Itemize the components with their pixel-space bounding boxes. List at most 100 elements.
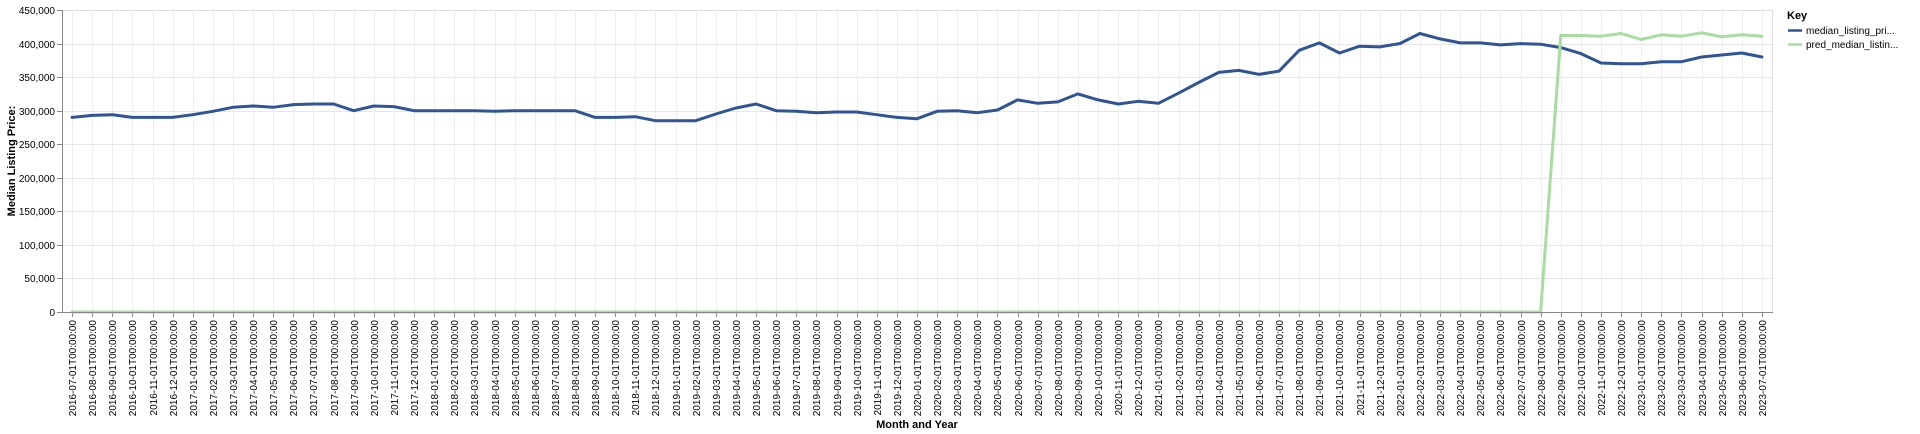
x-tick-label: 2021-11-01T00:00:00 [1356, 320, 1367, 416]
x-tick-label: 2017-11-01T00:00:00 [390, 320, 401, 416]
x-tick-label: 2020-09-01T00:00:00 [1074, 320, 1085, 417]
x-tick-label: 2021-03-01T00:00:00 [1195, 320, 1206, 417]
x-tick-label: 2020-07-01T00:00:00 [1034, 320, 1045, 417]
x-tick-label: 2019-05-01T00:00:00 [752, 320, 763, 417]
x-axis-title: Month and Year [876, 419, 958, 431]
y-tick-label: 50,000 [24, 274, 55, 285]
x-tick-label: 2020-08-01T00:00:00 [1054, 320, 1065, 417]
x-tick-label: 2023-07-01T00:00:00 [1758, 320, 1769, 417]
x-tick-label: 2022-05-01T00:00:00 [1476, 320, 1487, 417]
x-tick-label: 2021-04-01T00:00:00 [1215, 320, 1226, 417]
x-tick-label: 2023-06-01T00:00:00 [1738, 320, 1749, 417]
x-tick-label: 2022-01-01T00:00:00 [1396, 320, 1407, 417]
y-tick-label: 250,000 [19, 140, 56, 151]
x-tick-label: 2021-02-01T00:00:00 [1175, 320, 1186, 417]
legend-title: Key [1787, 10, 1808, 22]
x-tick-label: 2023-01-01T00:00:00 [1637, 320, 1648, 417]
x-tick-label: 2021-09-01T00:00:00 [1315, 320, 1326, 417]
x-tick-label: 2020-03-01T00:00:00 [953, 320, 964, 417]
x-tick-label: 2021-01-01T00:00:00 [1154, 320, 1165, 417]
x-tick-label: 2022-11-01T00:00:00 [1597, 320, 1608, 416]
x-tick-label: 2016-09-01T00:00:00 [108, 320, 119, 417]
x-tick-label: 2021-05-01T00:00:00 [1235, 320, 1246, 417]
x-tick-label: 2018-08-01T00:00:00 [571, 320, 582, 417]
x-axis: 2016-07-01T00:00:00 2016-08-01T00:00:00 20… [68, 312, 1769, 416]
x-tick-label: 2017-02-01T00:00:00 [209, 320, 220, 417]
gridlines [62, 10, 1772, 313]
x-tick-label: 2018-10-01T00:00:00 [611, 320, 622, 417]
y-tick-label: 300,000 [19, 107, 56, 118]
x-tick-label: 2017-05-01T00:00:00 [269, 320, 280, 417]
x-tick-label: 2019-09-01T00:00:00 [833, 320, 844, 417]
x-tick-label: 2022-06-01T00:00:00 [1496, 320, 1507, 417]
x-tick-label: 2019-06-01T00:00:00 [772, 320, 783, 417]
x-tick-label: 2023-02-01T00:00:00 [1657, 320, 1668, 417]
x-tick-label: 2016-10-01T00:00:00 [128, 320, 139, 417]
y-tick-label: 200,000 [19, 174, 56, 185]
y-tick-label: 0 [49, 308, 55, 319]
x-tick-label: 2017-01-01T00:00:00 [189, 320, 200, 417]
x-tick-label: 2020-02-01T00:00:00 [933, 320, 944, 417]
x-tick-label: 2020-01-01T00:00:00 [913, 320, 924, 417]
legend: Key median_listing_pri... pred_median_lis… [1787, 10, 1898, 51]
x-tick-label: 2021-06-01T00:00:00 [1255, 320, 1266, 417]
x-tick-label: 2019-12-01T00:00:00 [893, 320, 904, 417]
x-tick-label: 2017-06-01T00:00:00 [289, 320, 300, 417]
y-tick-label: 150,000 [19, 207, 56, 218]
x-tick-label: 2022-07-01T00:00:00 [1517, 320, 1528, 417]
x-tick-label: 2021-08-01T00:00:00 [1295, 320, 1306, 417]
x-tick-label: 2019-01-01T00:00:00 [672, 320, 683, 417]
x-tick-label: 2019-11-01T00:00:00 [873, 320, 884, 416]
x-tick-label: 2019-07-01T00:00:00 [792, 320, 803, 417]
x-tick-label: 2022-04-01T00:00:00 [1456, 320, 1467, 417]
x-tick-label: 2023-04-01T00:00:00 [1698, 320, 1709, 417]
x-tick-label: 2018-11-01T00:00:00 [631, 320, 642, 416]
x-tick-label: 2023-03-01T00:00:00 [1677, 320, 1688, 417]
x-tick-label: 2018-05-01T00:00:00 [511, 320, 522, 417]
y-axis: 0 50,000 100,000 150,000 200,000 250,000 300,0… [19, 6, 62, 319]
x-tick-label: 2022-12-01T00:00:00 [1617, 320, 1628, 417]
x-tick-label: 2017-10-01T00:00:00 [370, 320, 381, 417]
legend-label: median_listing_pri... [1806, 26, 1895, 37]
x-tick-label: 2022-09-01T00:00:00 [1557, 320, 1568, 417]
y-axis-title: Median Listing Price: [6, 106, 18, 217]
x-tick-label: 2021-10-01T00:00:00 [1335, 320, 1346, 417]
x-tick-label: 2020-12-01T00:00:00 [1134, 320, 1145, 417]
x-tick-label: 2023-05-01T00:00:00 [1718, 320, 1729, 417]
x-tick-label: 2018-06-01T00:00:00 [531, 320, 542, 417]
x-tick-label: 2018-01-01T00:00:00 [430, 320, 441, 417]
x-tick-label: 2017-09-01T00:00:00 [350, 320, 361, 417]
x-tick-label: 2019-02-01T00:00:00 [692, 320, 703, 417]
x-tick-label: 2020-05-01T00:00:00 [993, 320, 1004, 417]
x-tick-label: 2018-09-01T00:00:00 [591, 320, 602, 417]
x-tick-label: 2021-12-01T00:00:00 [1376, 320, 1387, 417]
x-tick-label: 2020-06-01T00:00:00 [1014, 320, 1025, 417]
x-tick-label: 2018-03-01T00:00:00 [470, 320, 481, 417]
x-tick-label: 2020-11-01T00:00:00 [1114, 320, 1125, 416]
x-tick-label: 2022-08-01T00:00:00 [1537, 320, 1548, 417]
x-tick-label: 2020-04-01T00:00:00 [973, 320, 984, 417]
y-tick-label: 400,000 [19, 40, 56, 51]
x-tick-label: 2019-10-01T00:00:00 [853, 320, 864, 417]
x-tick-label: 2019-08-01T00:00:00 [812, 320, 823, 417]
x-tick-label: 2021-07-01T00:00:00 [1275, 320, 1286, 417]
x-tick-label: 2016-08-01T00:00:00 [88, 320, 99, 417]
x-tick-label: 2017-12-01T00:00:00 [410, 320, 421, 417]
y-tick-label: 350,000 [19, 73, 56, 84]
x-tick-label: 2017-04-01T00:00:00 [249, 320, 260, 417]
x-tick-label: 2022-10-01T00:00:00 [1577, 320, 1588, 417]
x-tick-label: 2016-12-01T00:00:00 [169, 320, 180, 417]
x-tick-label: 2017-03-01T00:00:00 [229, 320, 240, 417]
y-tick-label: 100,000 [19, 241, 56, 252]
x-tick-label: 2018-07-01T00:00:00 [551, 320, 562, 417]
x-tick-label: 2016-11-01T00:00:00 [149, 320, 160, 416]
x-tick-label: 2019-03-01T00:00:00 [712, 320, 723, 417]
x-tick-label: 2022-02-01T00:00:00 [1416, 320, 1427, 417]
x-tick-label: 2020-10-01T00:00:00 [1094, 320, 1105, 417]
x-tick-label: 2016-07-01T00:00:00 [68, 320, 79, 417]
x-tick-label: 2018-04-01T00:00:00 [491, 320, 502, 417]
x-tick-label: 2017-08-01T00:00:00 [330, 320, 341, 417]
legend-label: pred_median_listin... [1806, 40, 1898, 51]
y-tick-label: 450,000 [19, 6, 56, 17]
